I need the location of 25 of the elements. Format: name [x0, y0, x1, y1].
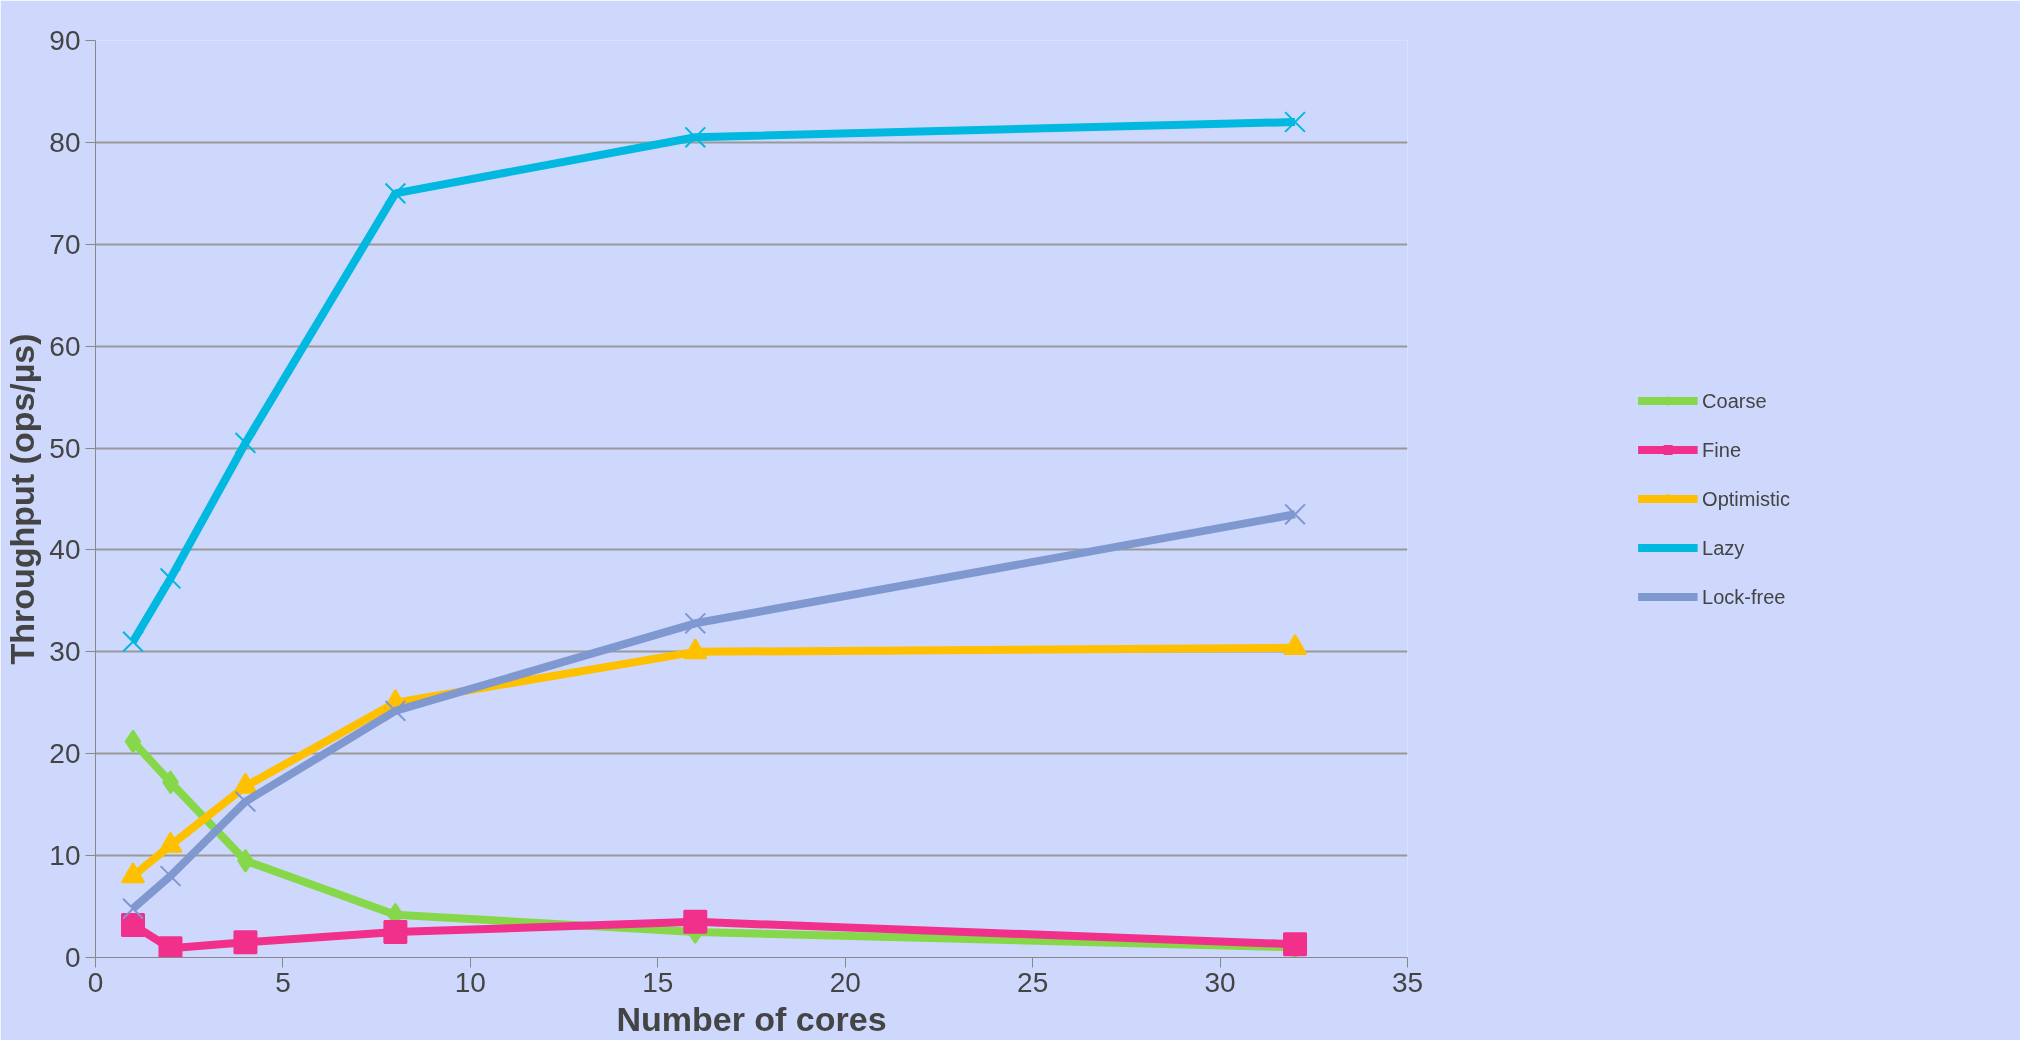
y-tick-label: 60 [49, 330, 81, 362]
legend-label: Lazy [1702, 536, 1745, 559]
y-tick-label: 80 [49, 126, 81, 158]
y-tick-label: 90 [49, 25, 81, 56]
x-tick-label: 30 [1204, 966, 1236, 998]
legend-label: Coarse [1702, 389, 1767, 412]
legend-label: Lock-free [1702, 585, 1786, 608]
x-tick-label: 35 [1391, 966, 1424, 998]
y-tick-label: 30 [49, 636, 81, 668]
y-tick-label: 70 [49, 228, 81, 260]
x-tick-label: 20 [829, 966, 861, 998]
x-tick-label: 15 [642, 966, 674, 998]
y-tick-label: 10 [49, 840, 81, 872]
x-tick-label: 0 [87, 966, 104, 998]
legend-label: Optimistic [1702, 487, 1790, 510]
y-tick-label: 40 [49, 534, 81, 566]
x-axis-title: Number of cores [616, 999, 887, 1038]
y-tick-label: 50 [49, 432, 81, 464]
y-tick-label: 20 [49, 738, 81, 770]
x-tick-label: 10 [454, 966, 486, 998]
y-axis-title: Throughput (ops/µs) [3, 333, 42, 665]
x-tick-label: 25 [1017, 966, 1049, 998]
legend-label: Fine [1702, 438, 1742, 461]
x-tick-label: 5 [275, 966, 291, 998]
y-tick-label: 0 [64, 942, 81, 973]
